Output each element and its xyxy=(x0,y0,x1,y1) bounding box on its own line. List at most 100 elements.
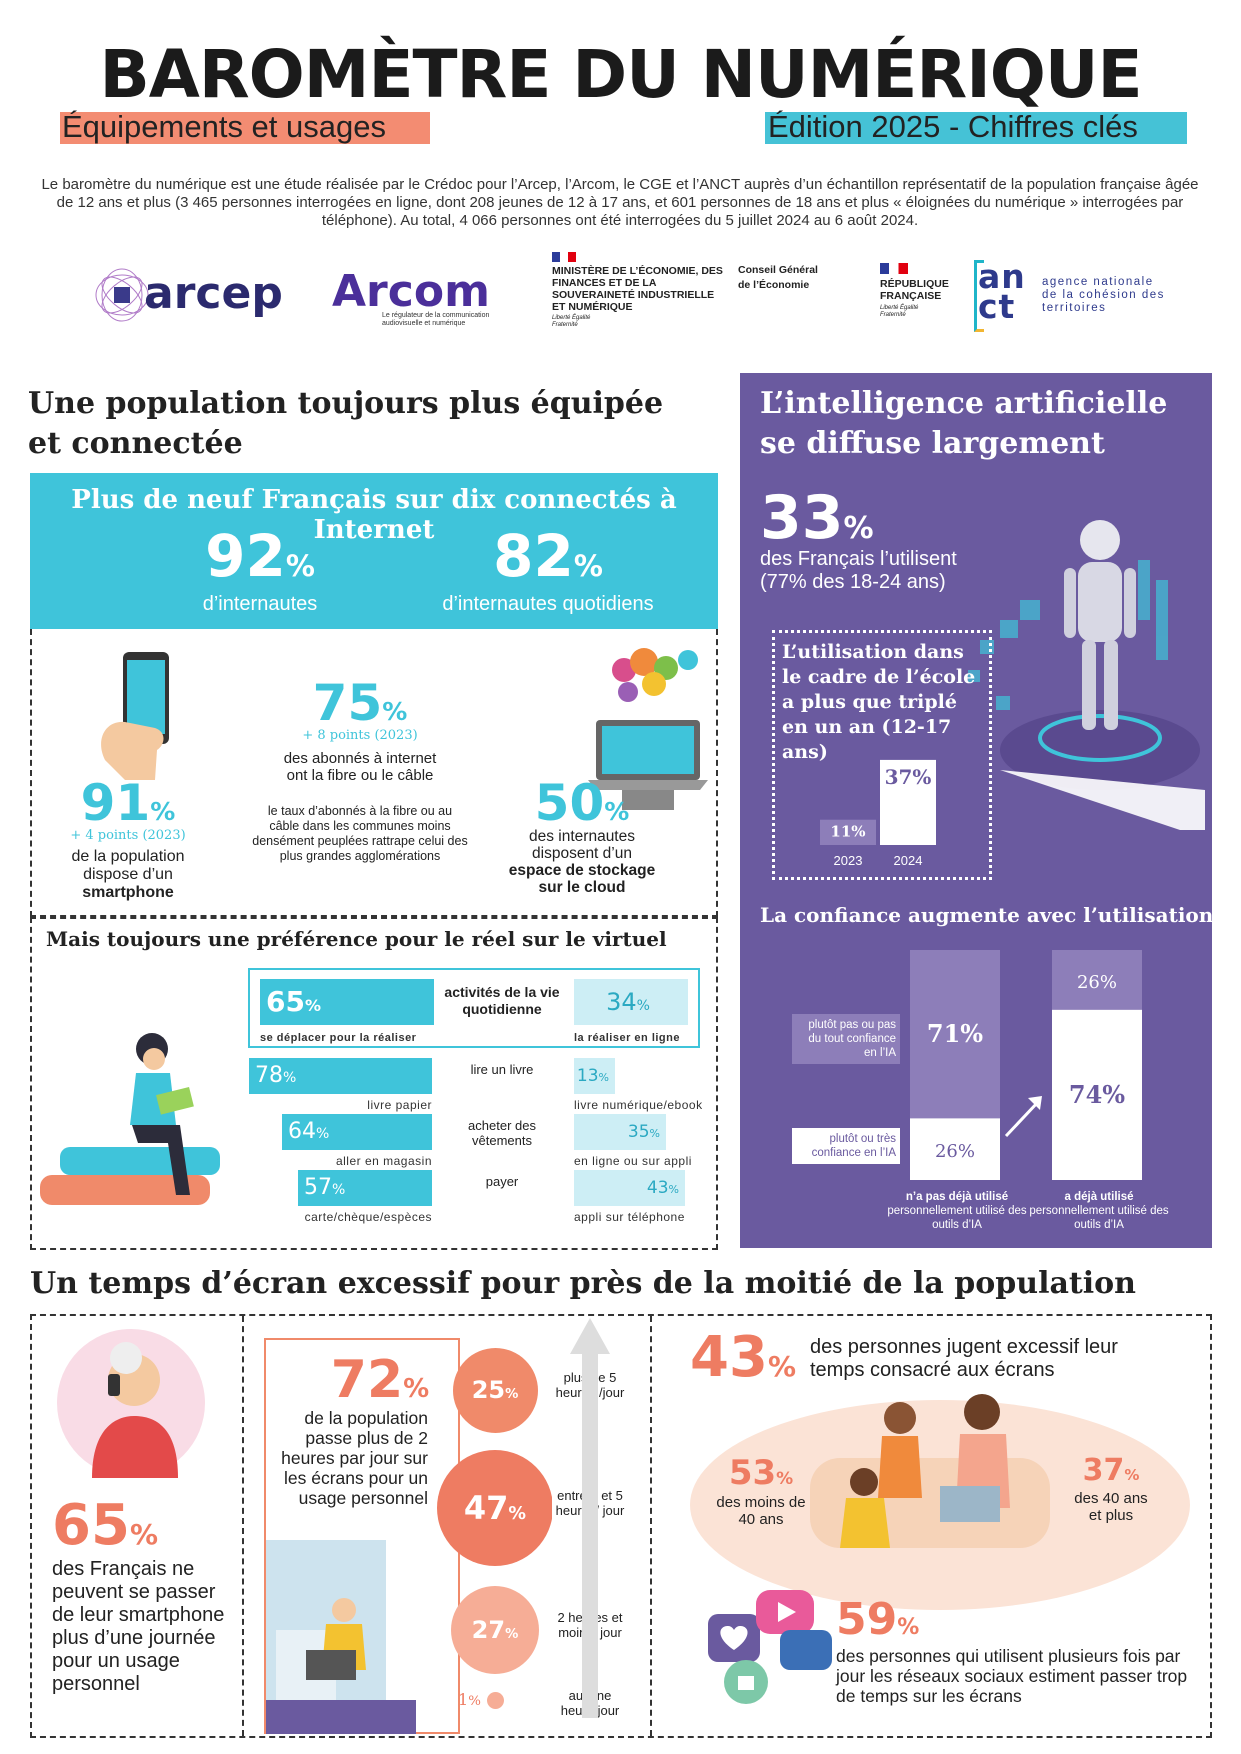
cloud-text: des internautes disposent d’un espace de s… xyxy=(508,828,656,896)
social-stat: 59% xyxy=(836,1594,920,1645)
old-stat: 37% xyxy=(1082,1453,1140,1488)
hours-circle: 27% xyxy=(450,1585,540,1675)
arrow-up-icon xyxy=(1004,1096,1042,1138)
ai-stat-text: des Français l’utilisent (77% des 18-24 a… xyxy=(760,548,957,593)
page-title: BAROMÈTRE DU NUMÉRIQUE xyxy=(99,36,1142,113)
cloud-stat: 50% xyxy=(534,774,630,832)
arcep-logo: arcep xyxy=(92,262,283,328)
republique-devise: Liberté Égalité Fraternité xyxy=(880,305,919,318)
republique-name: RÉPUBLIQUE FRANÇAISE xyxy=(880,278,949,302)
ministere-logo: MINISTÈRE DE L’ÉCONOMIE, DES FINANCES ET… xyxy=(552,252,727,348)
laptop-cloud-icon xyxy=(588,648,708,810)
pref-header-right: 34% xyxy=(574,979,688,1025)
pref-header-left: 65% xyxy=(260,979,434,1025)
fibre-note: le taux d’abonnés à la fibre ou au câble… xyxy=(252,804,468,863)
pref-header-left-cap: se déplacer pour la réaliser xyxy=(260,1032,417,1044)
school-category-label: 2024 xyxy=(894,853,923,868)
hours-circle: 25% xyxy=(452,1347,538,1433)
pref-row-right: 13% xyxy=(574,1058,615,1094)
daily-text: de la population passe plus de 2 heures … xyxy=(281,1408,428,1508)
flag-icon xyxy=(552,252,576,262)
pref-row-left-cap: carte/chèque/espèces xyxy=(304,1210,432,1224)
quotidiens-stat: 82% xyxy=(493,522,603,590)
pref-row-mid: payer xyxy=(485,1174,519,1189)
social-icons xyxy=(708,1590,832,1704)
trust-group2-label: a déjà utilisé personnellement utilisé de… xyxy=(1029,1191,1169,1231)
pref-row-mid: lire un livre xyxy=(470,1062,534,1077)
school-box xyxy=(772,630,992,880)
school-value-label: 11% xyxy=(830,823,865,841)
subtitle-right: Édition 2025 - Chiffres clés xyxy=(768,109,1138,144)
pref-row-right-cap: appli sur téléphone xyxy=(574,1210,685,1224)
family-icon xyxy=(810,1394,1050,1548)
internautes-stat: 92% xyxy=(205,522,315,590)
fibre-delta: + 8 points (2023) xyxy=(302,728,418,743)
anct-logo: agence nationale de la cohésion des terr… xyxy=(1042,276,1165,314)
trust-chart: 71% 26% 26% 74% xyxy=(910,950,1142,1180)
hours-value-label: 1% xyxy=(458,1690,481,1709)
school-chart: 11% 2023 37% 2024 xyxy=(820,759,936,868)
arcep-mark-icon xyxy=(95,268,149,322)
trust-bar-segment xyxy=(1052,1009,1142,1180)
excess-text: des personnes jugent excessif leur temps… xyxy=(810,1336,1118,1381)
trust-bar-segment xyxy=(1052,950,1142,1010)
anct-mark: an ct xyxy=(978,257,1026,326)
internautes-label: d’internautes xyxy=(202,593,318,615)
section1-title-line1: Une population toujours plus équipée xyxy=(28,386,664,421)
young-label: des moins de 40 ans xyxy=(716,1494,806,1528)
hours-circle: 47% xyxy=(436,1449,554,1567)
school-title: L’utilisation dans le cadre de l’école a… xyxy=(782,641,976,763)
trust-value-label: 71% xyxy=(927,1019,983,1048)
pref-row-right-cap: en ligne ou sur appli xyxy=(574,1154,692,1168)
home-worker-icon xyxy=(266,1540,416,1734)
trust-bar-segment xyxy=(910,1118,1000,1180)
phone-text: des Français ne peuvent se passer de leu… xyxy=(52,1558,225,1695)
pref-header-mid: activités de la vie quotidienne xyxy=(444,984,560,1017)
pref-row-left-cap: livre papier xyxy=(367,1098,432,1112)
reader-icon xyxy=(40,1033,220,1205)
robot-icon xyxy=(968,520,1205,830)
pref-row-left: 64% xyxy=(282,1114,432,1150)
pref-row-right-cap: livre numérique/ebook xyxy=(574,1098,703,1112)
smartphone-delta: + 4 points (2023) xyxy=(70,828,186,843)
trust-label-no: plutôt pas ou pas du tout confiance en l… xyxy=(792,1014,900,1064)
trust-bar-segment xyxy=(910,950,1000,1119)
section1-title-line2: et connectée xyxy=(28,426,243,461)
trust-label-yes: plutôt ou très confiance en l’IA xyxy=(792,1128,900,1164)
pref-row-left: 78% xyxy=(249,1058,432,1094)
smartphone-text: de la population dispose d’un smartphone xyxy=(71,848,185,901)
ai-title-line1: L’intelligence artificielle xyxy=(760,386,1168,421)
young-stat: 53% xyxy=(728,1453,794,1493)
section3-title: Un temps d’écran excessif pour près de l… xyxy=(30,1266,1136,1301)
smartphone-stat: 91% xyxy=(80,774,176,832)
school-value-label: 37% xyxy=(885,765,932,789)
quotidiens-label: d’internautes quotidiens xyxy=(442,593,654,615)
excess-stat: 43% xyxy=(690,1325,796,1390)
school-category-label: 2023 xyxy=(834,853,863,868)
preference-box xyxy=(30,917,718,1250)
ministere-devise: Liberté Égalité Fraternité xyxy=(552,315,591,328)
arrow-up-icon xyxy=(570,1318,610,1718)
internet-banner: Plus de neuf Français sur dix connectés … xyxy=(30,473,718,629)
arcep-text: arcep xyxy=(144,268,283,319)
arcom-text: Arcom xyxy=(332,266,490,317)
hours-circle xyxy=(486,1691,504,1709)
pref-row-right: 35% xyxy=(574,1114,666,1150)
ai-title-line2: se diffuse largement xyxy=(760,426,1105,461)
school-bar xyxy=(820,819,876,845)
preference-title: Mais toujours une préférence pour le rée… xyxy=(46,927,667,951)
republique-logo: RÉPUBLIQUE FRANÇAISE Liberté Égalité Fra… xyxy=(880,263,960,319)
school-bar xyxy=(880,759,936,845)
trust-group1-label: n’a pas déjà utilisé personnellement util… xyxy=(887,1191,1027,1231)
trust-value-label: 26% xyxy=(935,1141,975,1162)
ai-stat: 33% xyxy=(760,483,874,553)
ministere-name: MINISTÈRE DE L’ÉCONOMIE, DES FINANCES ET… xyxy=(552,265,723,313)
grandma-phone-icon xyxy=(57,1329,205,1478)
arcom-logo: Arcom Le régulateur de la communication … xyxy=(332,266,502,332)
trust-value-label: 74% xyxy=(1069,1080,1125,1109)
trust-value-label: 26% xyxy=(1077,972,1117,993)
subtitle-left: Équipements et usages xyxy=(62,109,386,144)
trust-title: La confiance augmente avec l’utilisation xyxy=(760,903,1214,927)
pref-row-mid: acheter des vêtements xyxy=(468,1118,536,1148)
pref-row-left: 57% xyxy=(298,1170,432,1206)
